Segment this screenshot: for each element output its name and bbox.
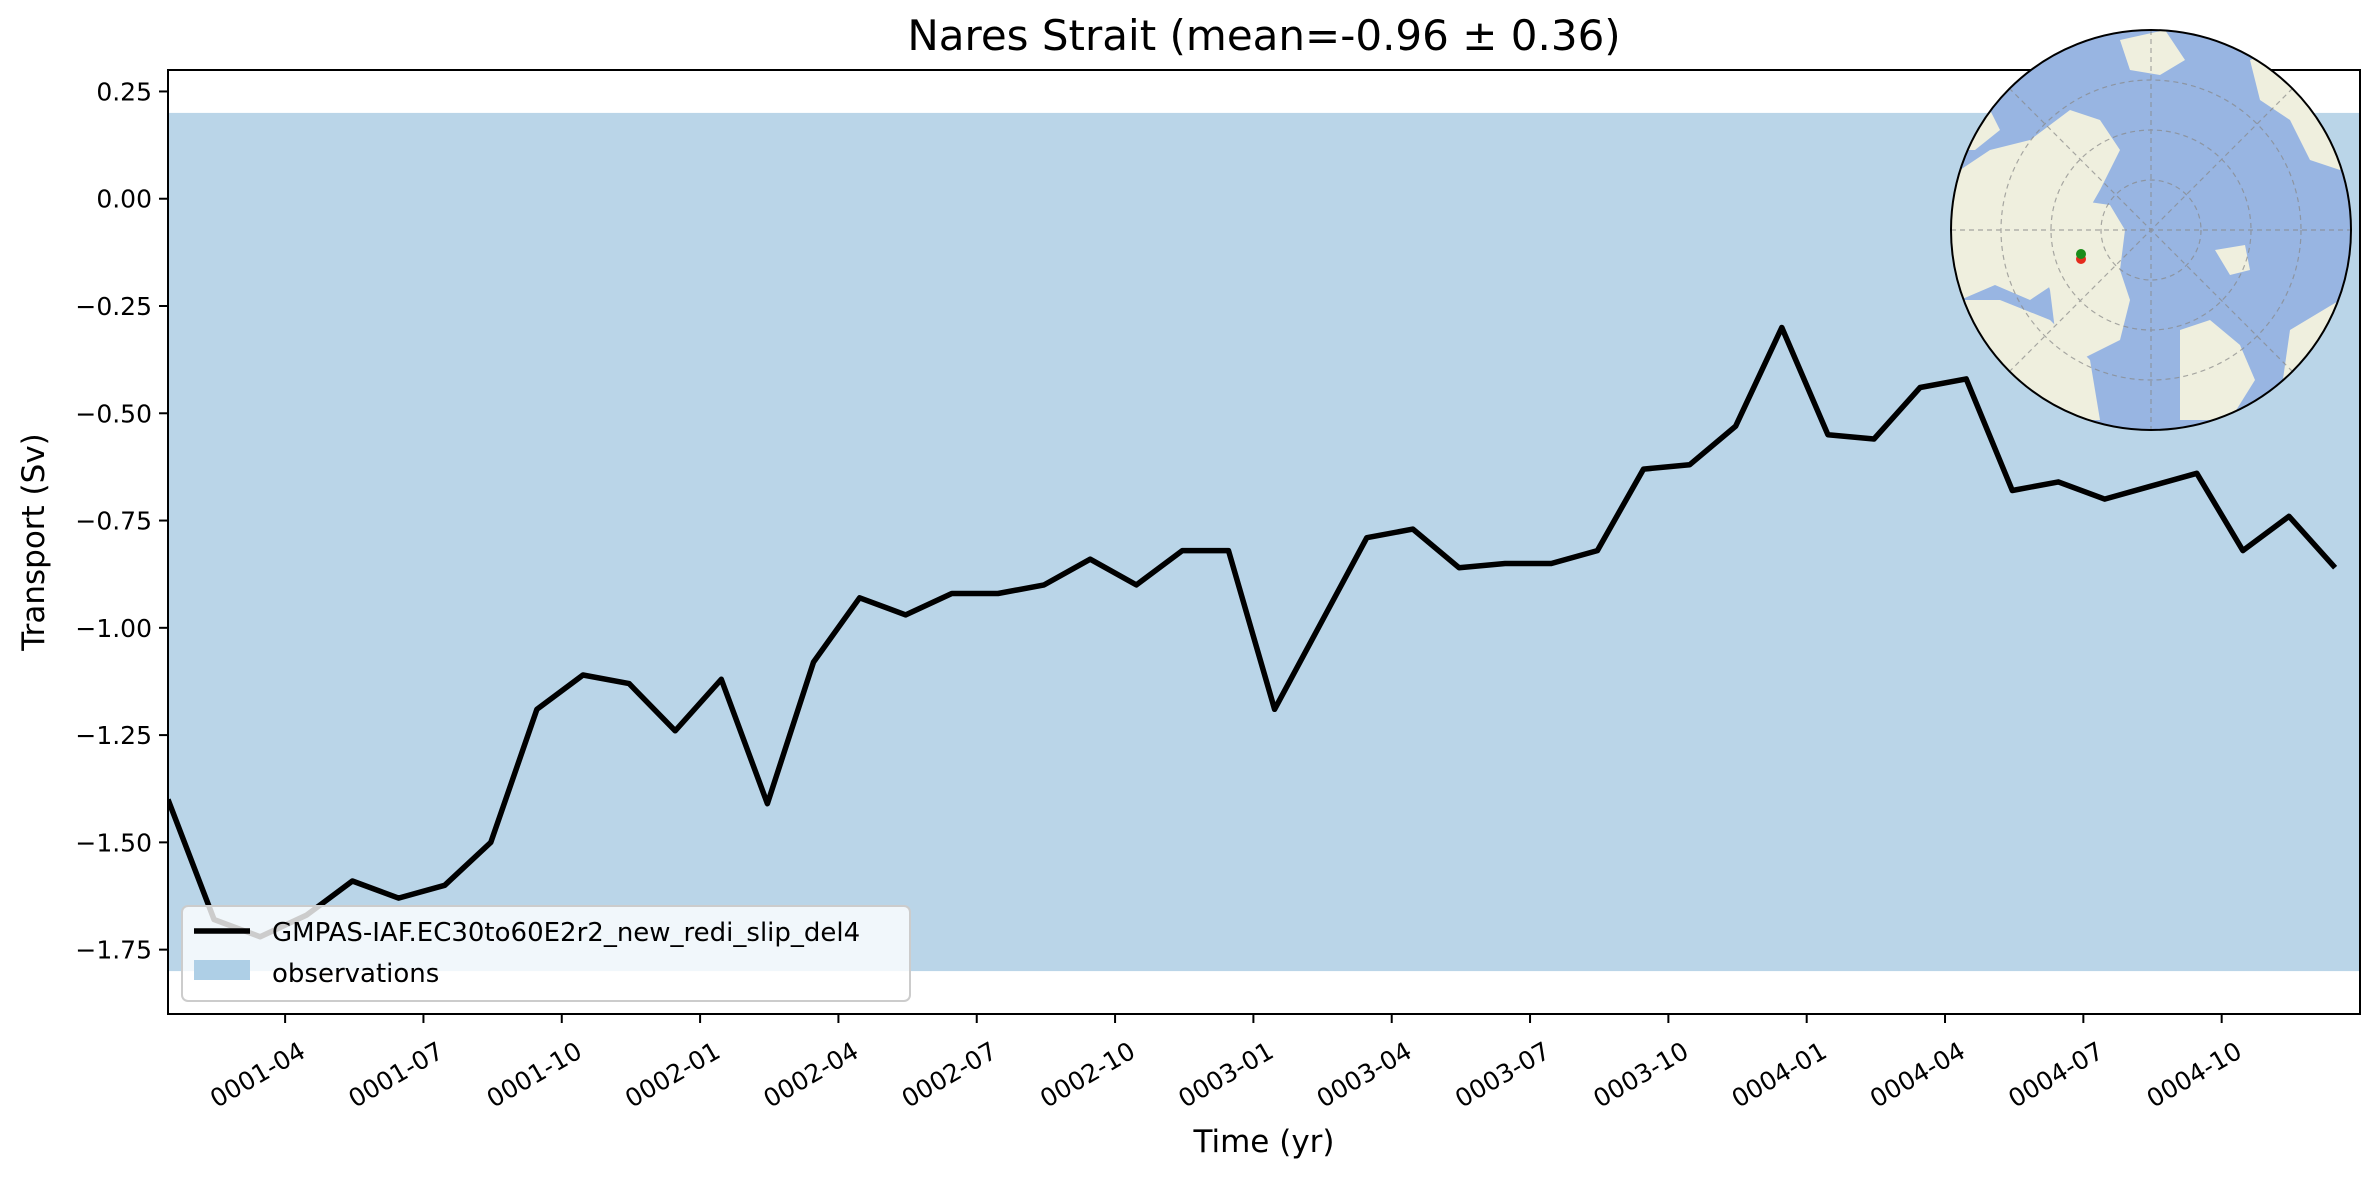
plot-frame — [167, 69, 2361, 1015]
x-tick-label-1: 0001-07 — [343, 1036, 448, 1113]
x-tick-label-2: 0001-10 — [482, 1036, 587, 1113]
x-tick-label-11: 0004-01 — [1727, 1036, 1832, 1113]
y-tick-label-6: −1.25 — [75, 721, 152, 750]
chart-title: Nares Strait (mean=-0.96 ± 0.36) — [907, 11, 1620, 60]
x-tick-label-8: 0003-04 — [1312, 1036, 1417, 1113]
map-graticule — [1951, 30, 2351, 430]
legend-series-label: GMPAS-IAF.EC30to60E2r2_new_redi_slip_del… — [272, 918, 860, 948]
x-tick-label-13: 0004-07 — [2003, 1036, 2108, 1113]
x-axis-label: Time (yr) — [1193, 1124, 1335, 1160]
series-line — [168, 324, 2338, 940]
legend-observations-swatch — [194, 960, 250, 980]
x-tick-label-9: 0003-07 — [1450, 1036, 1555, 1113]
x-tick-label-7: 0003-01 — [1173, 1036, 1278, 1113]
x-tick-label-12: 0004-04 — [1865, 1036, 1970, 1113]
y-tick-label-7: −1.50 — [75, 828, 152, 857]
y-axis: 0.25 0.00 −0.25 −0.50 −0.75 −1.00 −1.25 −1.50 −1… — [75, 77, 168, 965]
y-tick-label-2: −0.25 — [75, 292, 152, 321]
y-tick-label-8: −1.75 — [75, 936, 152, 965]
x-tick-label-5: 0002-07 — [897, 1036, 1002, 1113]
x-tick-label-4: 0002-04 — [758, 1036, 863, 1113]
x-tick-label-3: 0002-01 — [620, 1036, 725, 1113]
y-tick-label-1: 0.00 — [96, 185, 152, 214]
y-tick-label-3: −0.50 — [75, 399, 152, 428]
x-axis: 0001-04 0001-07 0001-10 0002-01 0002-04 0002-… — [205, 1014, 2247, 1113]
x-tick-label-14: 0004-10 — [2142, 1036, 2247, 1113]
x-tick-label-0: 0001-04 — [205, 1036, 310, 1113]
section-start-marker — [2076, 249, 2086, 259]
legend-box — [181, 905, 911, 1002]
y-axis-label: Transport (Sv) — [16, 433, 52, 652]
legend: GMPAS-IAF.EC30to60E2r2_new_redi_slip_del… — [181, 905, 911, 1002]
x-tick-label-10: 0003-10 — [1588, 1036, 1693, 1113]
legend-observations-label: observations — [272, 959, 439, 989]
y-tick-label-0: 0.25 — [96, 77, 152, 106]
y-tick-label-5: −1.00 — [75, 614, 152, 643]
x-tick-label-6: 0002-10 — [1035, 1036, 1140, 1113]
y-tick-label-4: −0.75 — [75, 507, 152, 536]
map-outline — [1950, 29, 2352, 431]
